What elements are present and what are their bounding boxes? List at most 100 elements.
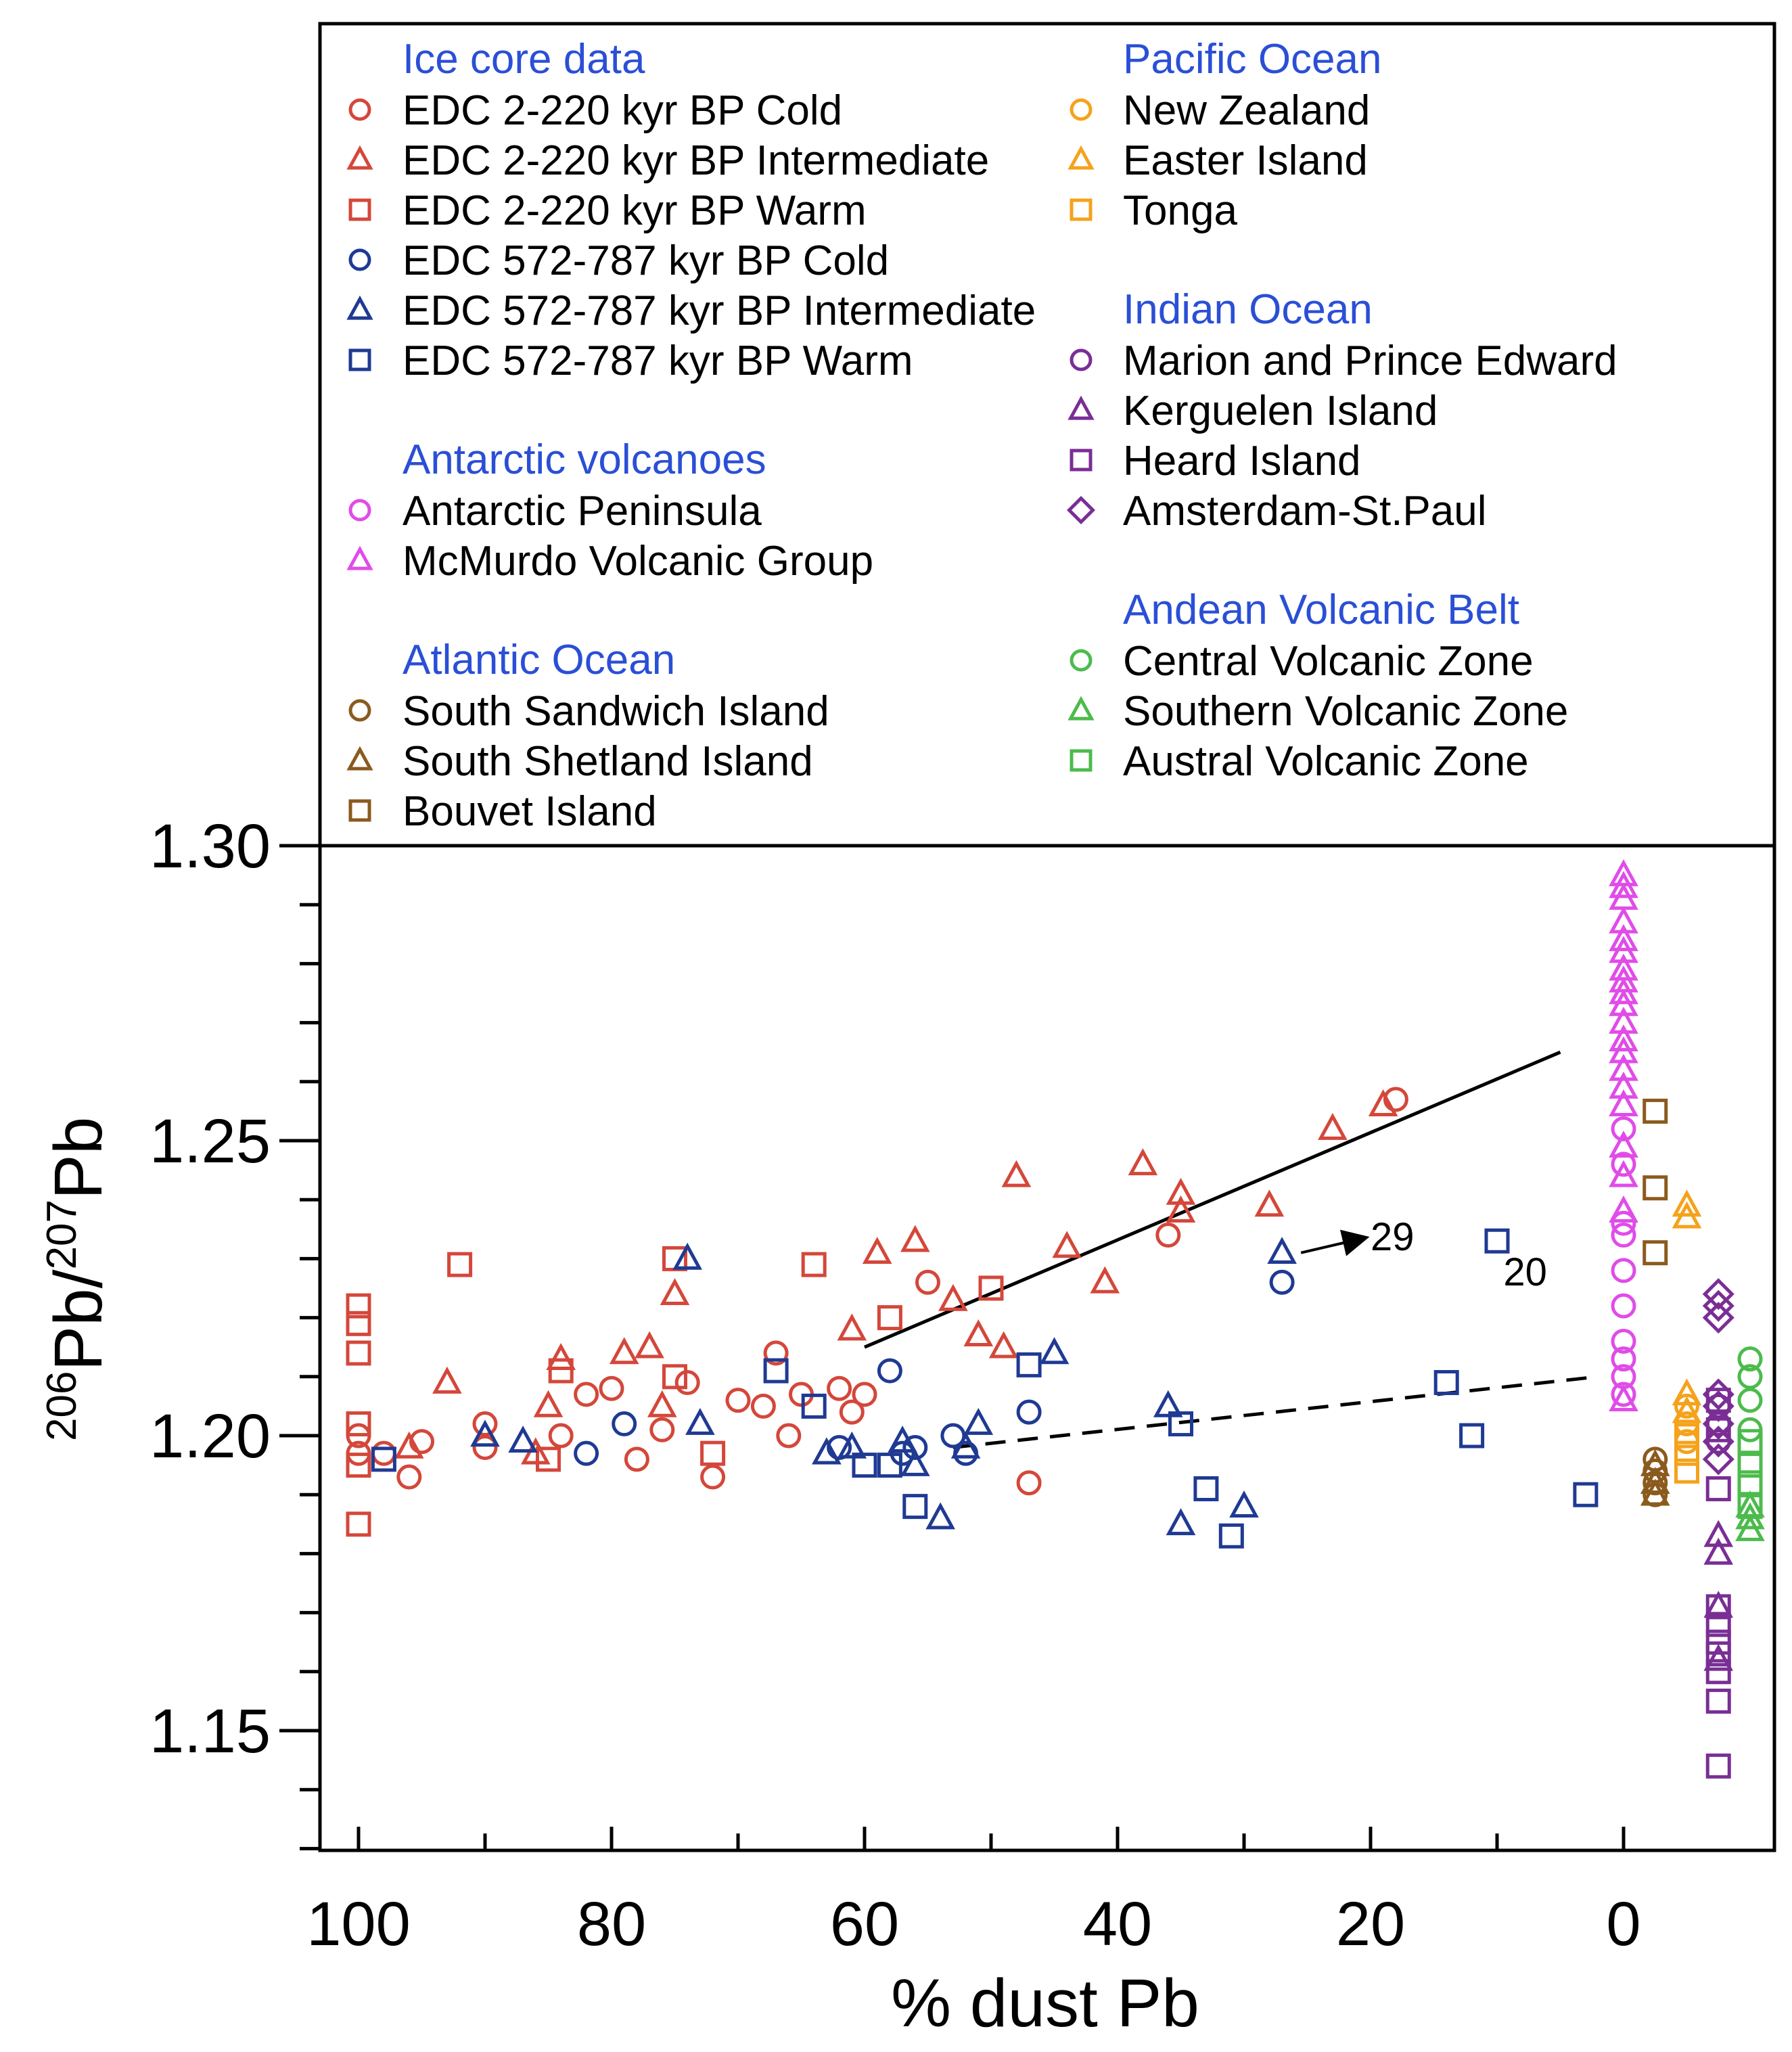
data-point xyxy=(877,1358,902,1384)
data-point xyxy=(447,1252,473,1277)
data-point xyxy=(1609,906,1638,934)
data-point xyxy=(1016,1399,1042,1425)
legend-marker xyxy=(1070,98,1093,121)
legend-label: Marion and Prince Edward xyxy=(1123,338,1617,384)
data-point xyxy=(371,1446,396,1472)
data-point xyxy=(1611,1210,1636,1236)
data-point xyxy=(1674,1393,1699,1419)
series-bouvet-island xyxy=(1642,1098,1668,1266)
legend-group-title: Andean Volcanic Belt xyxy=(1123,587,1519,633)
data-point xyxy=(1705,1476,1731,1501)
data-point xyxy=(1640,1467,1670,1495)
data-point xyxy=(1611,1382,1636,1407)
y-axis-label: 206Pb/207Pb xyxy=(39,1117,116,1441)
y-axis-label-base2: Pb xyxy=(41,1117,116,1200)
series-edc-572-787-kyr-bp-intermediate xyxy=(470,1237,1297,1536)
legend-marker xyxy=(1070,749,1093,772)
y-axis-label-base1: Pb/ xyxy=(41,1269,116,1371)
data-point xyxy=(1737,1494,1763,1520)
data-point xyxy=(533,1390,564,1417)
legend-label: Easter Island xyxy=(1123,137,1368,184)
data-point xyxy=(574,1382,599,1407)
data-point xyxy=(1672,1378,1702,1406)
data-point xyxy=(1267,1237,1297,1264)
data-point xyxy=(1611,1328,1636,1354)
dashed-trend xyxy=(952,1375,1599,1449)
data-point xyxy=(1705,1659,1731,1685)
data-point xyxy=(1674,1423,1699,1449)
data-point xyxy=(548,1358,574,1384)
data-point xyxy=(852,1453,877,1478)
data-point xyxy=(900,1225,930,1252)
data-point xyxy=(1737,1453,1763,1478)
series-tonga xyxy=(1674,1423,1699,1484)
data-point xyxy=(647,1390,677,1417)
data-point xyxy=(1052,1231,1082,1258)
data-point xyxy=(862,1237,892,1264)
data-point xyxy=(839,1399,865,1425)
series-edc-2-220-kyr-bp-cold xyxy=(346,1087,1408,1496)
data-point xyxy=(1702,1390,1734,1422)
data-point xyxy=(1702,1408,1734,1440)
legend-label: EDC 572-787 kyr BP Intermediate xyxy=(403,288,1036,334)
legend-label: New Zealand xyxy=(1123,87,1370,134)
legend-label: Heard Island xyxy=(1123,438,1361,484)
data-point xyxy=(662,1364,687,1390)
data-point xyxy=(1672,1189,1702,1217)
data-point xyxy=(536,1446,561,1472)
legend-marker xyxy=(346,145,373,170)
data-point xyxy=(1705,1594,1731,1620)
data-point xyxy=(394,1431,424,1459)
legend-label: Central Volcanic Zone xyxy=(1123,638,1534,685)
legend-label: South Sandwich Island xyxy=(403,688,829,735)
data-point xyxy=(346,1293,371,1319)
data-point xyxy=(963,1319,994,1347)
data-point xyxy=(1705,1753,1731,1779)
data-point xyxy=(915,1269,940,1295)
legend-group-title: Antarctic volcanoes xyxy=(403,436,766,483)
data-point xyxy=(1702,1378,1734,1411)
data-point xyxy=(801,1252,827,1277)
data-point xyxy=(472,1411,498,1437)
data-point xyxy=(1737,1388,1763,1413)
series-heard-island xyxy=(1705,1388,1731,1779)
data-point xyxy=(1609,859,1638,886)
data-point xyxy=(700,1440,726,1466)
data-point xyxy=(1484,1228,1510,1254)
data-point xyxy=(1609,953,1638,981)
data-points xyxy=(346,859,1765,1779)
legend-marker xyxy=(348,799,371,822)
data-point xyxy=(1609,1006,1638,1034)
legend-marker xyxy=(346,295,373,320)
data-point xyxy=(1193,1476,1219,1501)
data-point xyxy=(1166,1177,1196,1205)
data-point xyxy=(1611,1258,1636,1283)
y-tick-label: 1.30 xyxy=(150,812,271,881)
data-point xyxy=(685,1407,715,1435)
data-point xyxy=(1218,1523,1244,1549)
legend-marker xyxy=(346,545,373,570)
data-point xyxy=(1001,1160,1032,1187)
legend-label: Antarctic Peninsula xyxy=(403,488,762,534)
annotations: 29 20 xyxy=(1300,1215,1547,1294)
data-point xyxy=(1642,1240,1668,1266)
data-point xyxy=(902,1434,928,1460)
y-tick-label: 1.20 xyxy=(150,1402,271,1471)
data-point xyxy=(1737,1364,1763,1390)
data-point xyxy=(1153,1390,1183,1417)
legend-label: EDC 2-220 kyr BP Cold xyxy=(403,87,842,134)
data-point xyxy=(1254,1189,1285,1217)
series-austral-volcanic-zone xyxy=(1737,1429,1763,1520)
data-point xyxy=(1611,1346,1636,1372)
x-tick-label: 60 xyxy=(830,1890,899,1959)
series-central-volcanic-zone xyxy=(1737,1346,1763,1442)
data-point xyxy=(1611,1223,1636,1248)
data-point xyxy=(1128,1148,1158,1176)
y-tick-label: 1.15 xyxy=(150,1697,271,1766)
legend-label: Amsterdam-St.Paul xyxy=(1123,488,1487,534)
legend-marker xyxy=(1070,649,1093,672)
legend-marker xyxy=(346,746,373,771)
annotation-29-arrow xyxy=(1300,1229,1370,1256)
data-point xyxy=(1166,1195,1196,1223)
